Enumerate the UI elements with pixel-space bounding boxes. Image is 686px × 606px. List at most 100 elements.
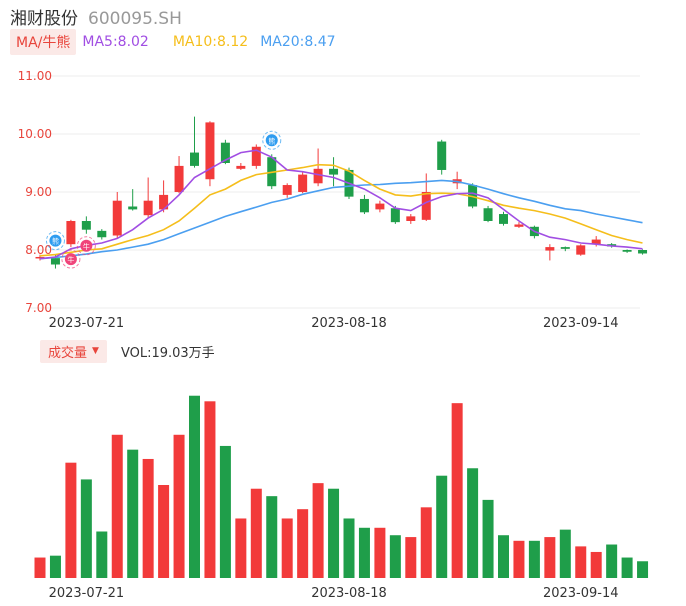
volume-bar [80, 479, 92, 578]
caret-down-icon: ▼ [92, 346, 99, 356]
volume-bar [436, 475, 448, 578]
volume-bar [606, 544, 618, 578]
candle-body [298, 174, 308, 192]
volume-bar [621, 557, 633, 578]
marker-label: 熊 [52, 237, 59, 246]
bull-marker-icon: 牛 [61, 249, 81, 269]
ma5-line [39, 149, 643, 260]
candle-body [190, 152, 199, 166]
candle-body [514, 224, 524, 227]
candle-body [468, 185, 478, 207]
volume-indicator-selector[interactable]: 成交量 ▼ [40, 339, 107, 363]
volume-bar [34, 557, 46, 578]
ma-indicator-selector[interactable]: MA/牛熊 [10, 29, 77, 55]
volume-value: VOL:19.03万手 [120, 345, 215, 361]
volume-bar [65, 462, 77, 578]
marker-ring [76, 236, 96, 256]
volume-bar [297, 509, 309, 578]
marker-label: 牛 [83, 242, 90, 251]
stock-name: 湘财股份 [10, 9, 78, 29]
candle-body [143, 200, 153, 216]
candle-body [576, 245, 586, 255]
bull-marker-icon: 牛 [76, 236, 96, 256]
volume-bar [219, 445, 231, 578]
candle-body [437, 141, 447, 170]
volume-bar [358, 527, 370, 578]
candle-body [638, 250, 648, 254]
candle-body [50, 258, 60, 265]
volume-bar [528, 540, 540, 578]
x-tick-label: 2023-09-14 [543, 586, 619, 601]
volume-bar [142, 458, 154, 578]
y-tick-label: 9.00 [25, 185, 52, 199]
volume-bar [189, 395, 200, 578]
x-tick-label: 2023-07-21 [49, 316, 125, 331]
candle-body [390, 208, 400, 223]
y-tick-label: 8.00 [25, 243, 52, 257]
price-y-axis: 11.00 10.00 9.00 8.00 7.00 [18, 69, 52, 315]
ma20-legend: MA20:8.47 [260, 34, 336, 50]
volume-bar [590, 551, 602, 578]
moving-average-lines [39, 149, 643, 260]
marker-dot [80, 239, 93, 252]
volume-x-axis: 2023-07-21 2023-08-18 2023-09-14 [49, 586, 619, 601]
marker-label: 牛 [67, 255, 74, 264]
volume-bar [343, 518, 355, 578]
y-tick-label: 7.00 [25, 301, 52, 315]
candle-body [35, 256, 45, 259]
volume-bar [96, 531, 108, 578]
marker-ring [45, 231, 65, 251]
marker-label: 熊 [268, 136, 275, 145]
candle-body [205, 122, 215, 180]
ma5-legend: MA5:8.02 [82, 34, 149, 50]
marker-dot [64, 253, 77, 266]
volume-bar [498, 535, 509, 578]
volume-bar [173, 434, 185, 578]
x-tick-label: 2023-07-21 [49, 586, 125, 601]
bear-marker-icon: 熊 [262, 130, 282, 150]
candle-body [329, 168, 339, 175]
volume-bar [158, 485, 170, 578]
candle-body [97, 230, 107, 238]
candle-body [112, 200, 122, 236]
volume-bar [559, 529, 571, 578]
marker-ring [61, 249, 81, 269]
candle-body [622, 250, 632, 252]
volume-bar [281, 518, 293, 578]
volume-bar [467, 468, 479, 578]
volume-bar [513, 540, 525, 578]
ma20-line [39, 179, 643, 260]
candle-body [174, 165, 184, 192]
volume-bar [544, 537, 556, 578]
volume-bar [127, 449, 139, 578]
candle-body [220, 142, 230, 163]
candle-body [236, 165, 246, 169]
y-tick-label: 10.00 [18, 127, 52, 141]
stock-header: 湘财股份 600095.SH [10, 4, 182, 29]
y-tick-label: 11.00 [18, 69, 52, 83]
x-tick-label: 2023-09-14 [543, 316, 619, 331]
bear-marker-icon: 熊 [45, 231, 65, 251]
volume-bar [482, 499, 494, 578]
candle-body [545, 247, 555, 251]
volume-indicator-label: 成交量 [48, 345, 88, 361]
candle-body [128, 206, 138, 210]
candlestick-series [35, 116, 648, 269]
volume-bar [637, 561, 649, 578]
candle-body [560, 247, 570, 249]
candle-body [375, 203, 385, 210]
volume-bar [374, 527, 386, 578]
x-tick-label: 2023-08-18 [311, 316, 387, 331]
x-tick-label: 2023-08-18 [311, 586, 387, 601]
volume-bar [204, 401, 216, 578]
candle-body [313, 168, 323, 184]
candle-body [159, 194, 169, 210]
volume-bar [328, 488, 340, 578]
volume-bar [49, 555, 61, 578]
marker-ring [262, 130, 282, 150]
volume-bar [451, 403, 463, 578]
volume-bar [405, 537, 417, 578]
candle-body [591, 239, 601, 245]
ma10-line [39, 163, 643, 257]
